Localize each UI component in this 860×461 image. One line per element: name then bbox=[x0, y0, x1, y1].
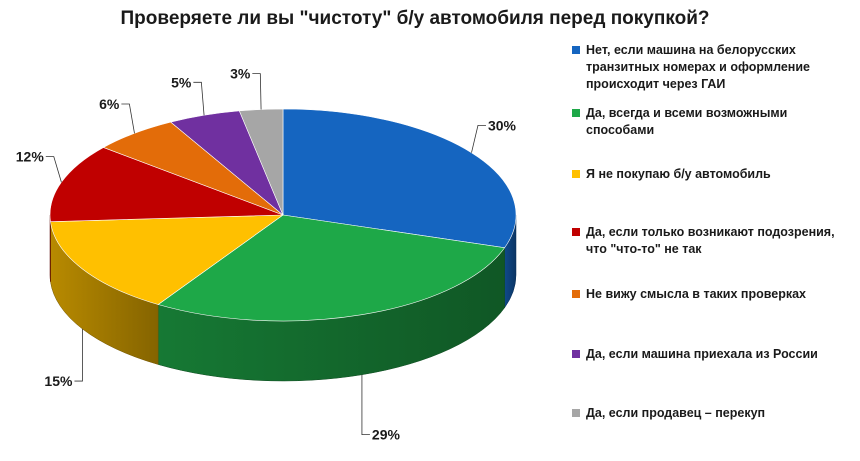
leader-line-7 bbox=[252, 73, 262, 110]
data-label-4: 12% bbox=[16, 149, 45, 165]
leader-line-3 bbox=[74, 328, 83, 382]
legend-label: Нет, если машина на белорусских транзитн… bbox=[586, 43, 810, 91]
data-labels: 30% 29% 15% 12% 6% 5% 3% bbox=[16, 66, 517, 443]
data-label-5: 6% bbox=[99, 96, 120, 112]
legend-item-5: Не вижу смысла в таких проверках bbox=[572, 286, 857, 303]
legend-swatch bbox=[572, 109, 580, 117]
legend-item-2: Да, всегда и всеми возможными способами bbox=[572, 105, 857, 139]
data-label-7: 3% bbox=[230, 66, 251, 82]
leader-line-1 bbox=[471, 125, 486, 153]
pie-slice-2 bbox=[157, 214, 506, 322]
data-label-2: 29% bbox=[372, 427, 401, 443]
data-label-1: 30% bbox=[488, 117, 517, 133]
legend-label: Да, если продавец – перекуп bbox=[586, 406, 766, 420]
pie-slices bbox=[49, 108, 517, 322]
pie-slice-4 bbox=[49, 147, 284, 222]
legend-swatch bbox=[572, 350, 580, 358]
legend-item-6: Да, если машина приехала из России bbox=[572, 346, 857, 363]
legend-label: Да, всегда и всеми возможными способами bbox=[586, 106, 788, 137]
legend-label: Не вижу смысла в таких проверках bbox=[586, 287, 806, 301]
legend-item-4: Да, если только возникают подозрения, чт… bbox=[572, 224, 857, 258]
data-label-6: 5% bbox=[171, 74, 192, 90]
chart-title: Проверяете ли вы "чистоту" б/у автомобил… bbox=[120, 8, 710, 29]
legend-label: Да, если только возникают подозрения, чт… bbox=[586, 225, 835, 256]
data-label-3: 15% bbox=[44, 373, 73, 389]
legend-swatch bbox=[572, 46, 580, 54]
leader-line-6 bbox=[193, 81, 205, 116]
pie-slice-1 bbox=[282, 108, 517, 249]
legend-item-3: Я не покупаю б/у автомобиль bbox=[572, 166, 857, 183]
leader-line-2 bbox=[361, 374, 370, 436]
pie-slice-3 bbox=[50, 214, 284, 305]
legend-item-7: Да, если продавец – перекуп bbox=[572, 405, 857, 422]
leader-line-5 bbox=[121, 103, 135, 134]
legend-label: Да, если машина приехала из России bbox=[586, 347, 818, 361]
legend-swatch bbox=[572, 409, 580, 417]
pie-slice-7 bbox=[238, 108, 284, 216]
pie-side-walls bbox=[49, 214, 517, 382]
leader-line-4 bbox=[45, 156, 62, 183]
legend-swatch bbox=[572, 228, 580, 236]
legend-swatch bbox=[572, 290, 580, 298]
legend-label: Я не покупаю б/у автомобиль bbox=[586, 167, 771, 181]
legend-item-1: Нет, если машина на белорусских транзитн… bbox=[572, 42, 857, 93]
legend-swatch bbox=[572, 170, 580, 178]
